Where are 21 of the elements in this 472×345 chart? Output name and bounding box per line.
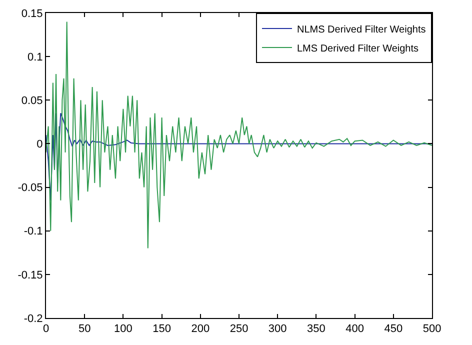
legend-label: NLMS Derived Filter Weights — [297, 24, 426, 36]
y-tick-label: 0 — [36, 138, 43, 151]
y-tick-label: 0.05 — [21, 94, 43, 107]
y-tick-label: -0.05 — [18, 182, 43, 194]
x-tick-label: 300 — [268, 323, 287, 336]
line-series — [46, 21, 432, 249]
legend-label: LMS Derived Filter Weights — [297, 43, 419, 54]
x-tick-label: 250 — [230, 323, 248, 336]
x-tick-label: 100 — [114, 323, 132, 336]
x-tick-label: 350 — [307, 323, 326, 336]
y-tick-label: 0.1 — [28, 51, 43, 64]
y-tick-label: 0.15 — [21, 8, 43, 20]
x-tick-label: 150 — [152, 323, 171, 336]
y-tick-label: -0.1 — [24, 226, 43, 238]
y-tick-label: -0.15 — [18, 269, 43, 282]
x-tick-label: 500 — [422, 323, 442, 336]
x-tick-label: 50 — [78, 323, 91, 336]
x-tick-label: 450 — [384, 323, 403, 336]
x-tick-label: 400 — [346, 323, 364, 336]
y-tick-label: -0.2 — [24, 312, 43, 325]
x-tick-label: 200 — [191, 323, 210, 336]
